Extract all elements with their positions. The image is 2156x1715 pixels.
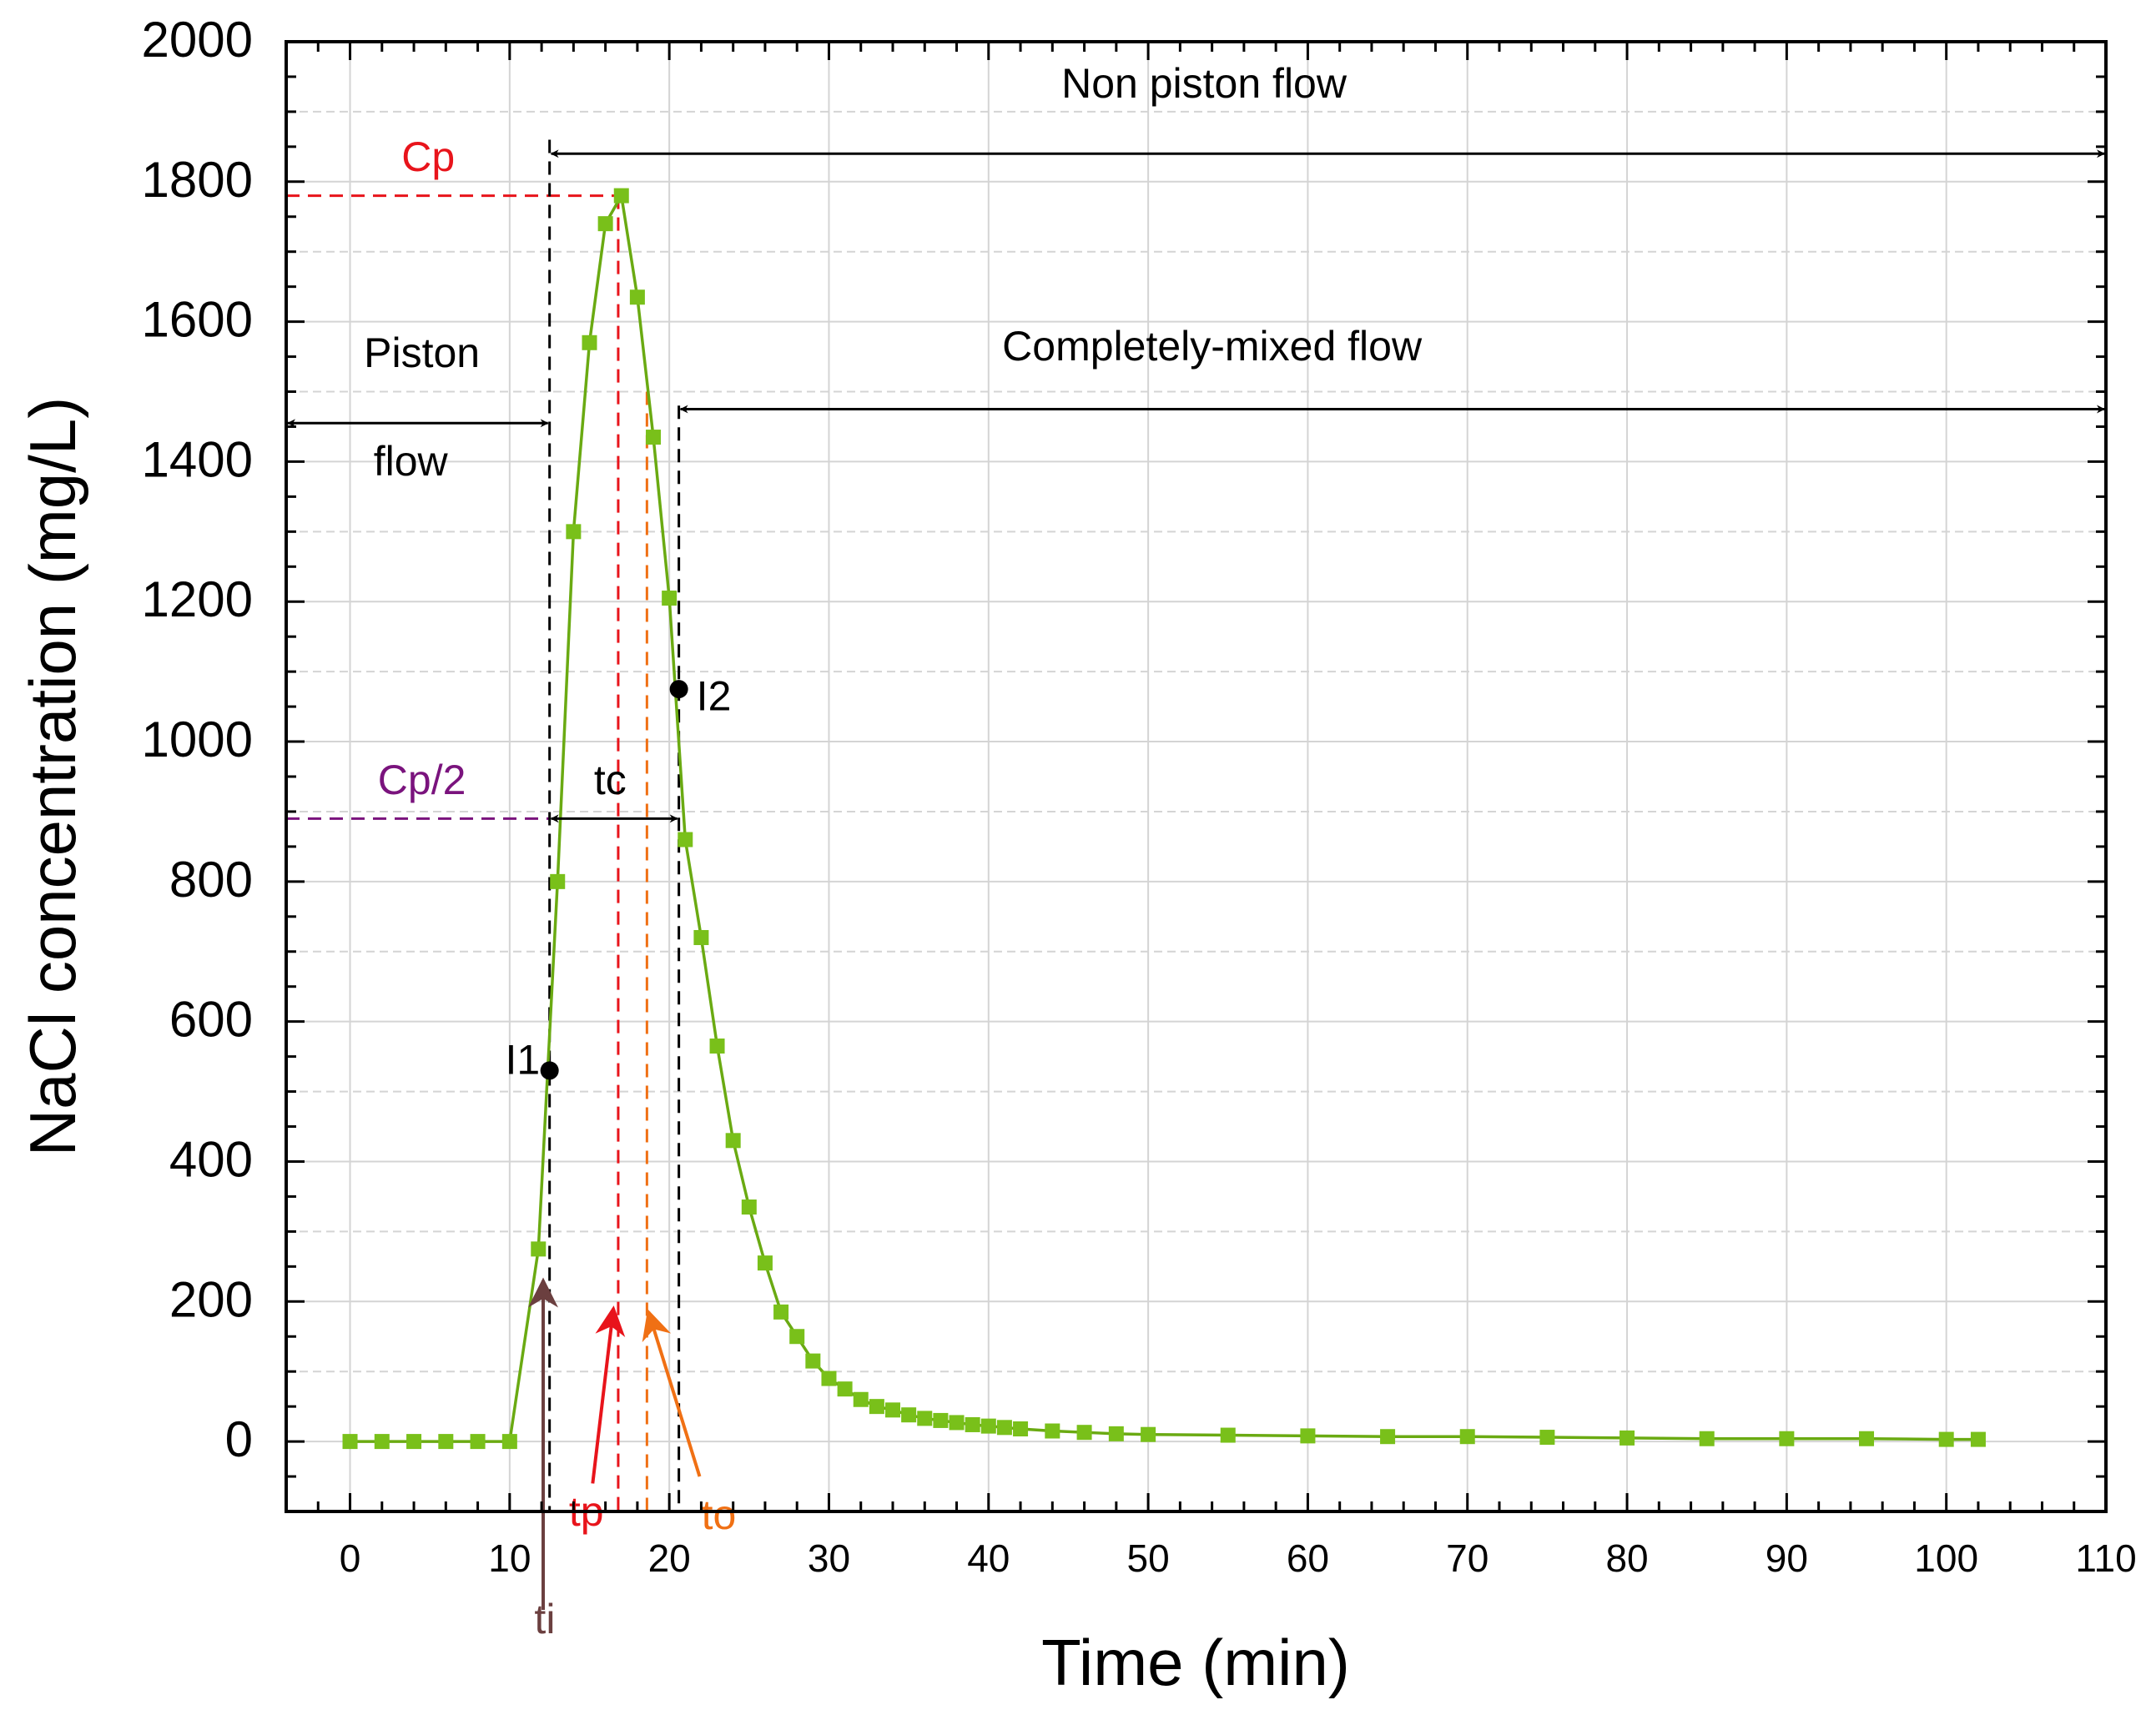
data-point: [531, 1241, 547, 1257]
y-tick-label: 1600: [142, 292, 253, 348]
y-tick-label: 1400: [142, 431, 253, 487]
cp-label: Cp: [401, 133, 455, 180]
data-point: [1076, 1425, 1092, 1441]
x-tick-label: 30: [808, 1536, 850, 1580]
flow-label: flow: [374, 438, 449, 485]
piston-label: Piston: [364, 329, 480, 376]
data-point: [1220, 1427, 1236, 1443]
y-axis-title: NaCl concentration (mg/L): [16, 397, 89, 1156]
y-tick-label: 1800: [142, 152, 253, 208]
completely-mixed-flow-label: Completely-mixed flow: [1002, 323, 1423, 370]
data-point: [725, 1133, 741, 1149]
x-axis-title: Time (min): [1041, 1626, 1350, 1699]
y-tick-label: 0: [225, 1411, 253, 1467]
y-tick-label: 2000: [142, 12, 253, 68]
i1-label: I1: [505, 1037, 540, 1084]
data-point: [613, 188, 629, 204]
data-point: [1539, 1430, 1555, 1446]
data-point: [582, 334, 597, 350]
data-point: [406, 1434, 422, 1450]
x-tick-label: 20: [648, 1536, 691, 1580]
data-point: [1970, 1431, 1986, 1447]
data-point: [470, 1434, 486, 1450]
data-point: [917, 1411, 933, 1426]
x-tick-label: 10: [488, 1536, 531, 1580]
data-point: [1938, 1431, 1954, 1447]
x-tick-label: 90: [1766, 1536, 1808, 1580]
data-point: [1380, 1429, 1396, 1445]
non-piston-flow-label: Non piston flow: [1061, 60, 1348, 107]
to-label: to: [702, 1491, 737, 1538]
x-tick-label: 40: [967, 1536, 1010, 1580]
x-tick-label: 80: [1605, 1536, 1648, 1580]
y-tick-label: 200: [169, 1271, 253, 1327]
y-tick-label: 800: [169, 852, 253, 908]
to-arrow: [642, 1309, 702, 1477]
data-point: [374, 1434, 390, 1450]
data-point: [597, 216, 613, 232]
tick-labels: 0 10 20 30 40 50 60 70 80 90 100 110 0 200 400 600 800 10…: [142, 12, 2137, 1580]
data-point: [757, 1255, 773, 1271]
y-tick-label: 600: [169, 992, 253, 1048]
data-point: [1779, 1431, 1795, 1446]
data-point: [869, 1399, 884, 1415]
inflection-point-i1: [540, 1061, 559, 1080]
data-point: [805, 1353, 821, 1369]
data-point: [773, 1304, 789, 1320]
data-point: [342, 1434, 358, 1450]
data-point: [949, 1415, 965, 1431]
x-tick-label: 70: [1446, 1536, 1489, 1580]
series-line: [350, 191, 1978, 1443]
x-tick-label: 110: [2075, 1536, 2136, 1580]
data-point: [741, 1199, 757, 1215]
data-point: [1013, 1421, 1029, 1436]
ti-label: ti: [534, 1596, 555, 1642]
data-point: [1108, 1426, 1124, 1441]
data-point: [550, 873, 566, 889]
data-point: [885, 1402, 900, 1418]
annotation-layer: Non piston flow Completely-mixed flow Pist…: [287, 60, 2105, 1642]
data-point: [853, 1391, 869, 1407]
tc-label: tc: [594, 757, 627, 803]
data-point: [629, 289, 645, 305]
x-tick-label: 0: [340, 1536, 361, 1580]
data-point: [1300, 1428, 1316, 1444]
tp-arrow: [591, 1305, 626, 1484]
data-point: [789, 1329, 805, 1345]
data-point: [693, 929, 709, 945]
x-tick-label: 50: [1127, 1536, 1170, 1580]
data-point: [646, 430, 662, 445]
data-point: [1859, 1431, 1875, 1446]
data-point: [1620, 1430, 1635, 1446]
data-point: [933, 1412, 949, 1428]
data-point: [662, 591, 678, 606]
data-point: [501, 1434, 517, 1450]
data-point: [1459, 1429, 1475, 1445]
x-tick-label: 100: [1914, 1536, 1978, 1580]
i2-label: I2: [697, 672, 732, 719]
y-tick-label: 1200: [142, 571, 253, 627]
data-point: [438, 1434, 454, 1450]
y-tick-label: 400: [169, 1131, 253, 1187]
inflection-point-i2: [669, 680, 688, 699]
x-tick-label: 60: [1287, 1536, 1329, 1580]
data-point: [1141, 1426, 1156, 1442]
axis-ticks: [285, 40, 2108, 1513]
data-point: [678, 832, 693, 847]
data-point: [709, 1039, 725, 1054]
data-point: [901, 1407, 917, 1423]
data-point: [965, 1416, 980, 1432]
data-point: [821, 1370, 837, 1386]
data-point: [980, 1418, 996, 1434]
data-point: [1045, 1423, 1060, 1439]
data-point: [837, 1381, 853, 1397]
data-point: [996, 1420, 1012, 1436]
y-tick-label: 1000: [142, 712, 253, 767]
series-layer: [342, 188, 1986, 1450]
data-point: [566, 524, 582, 540]
data-point: [1699, 1431, 1715, 1446]
cp-half-label: Cp/2: [378, 757, 466, 803]
